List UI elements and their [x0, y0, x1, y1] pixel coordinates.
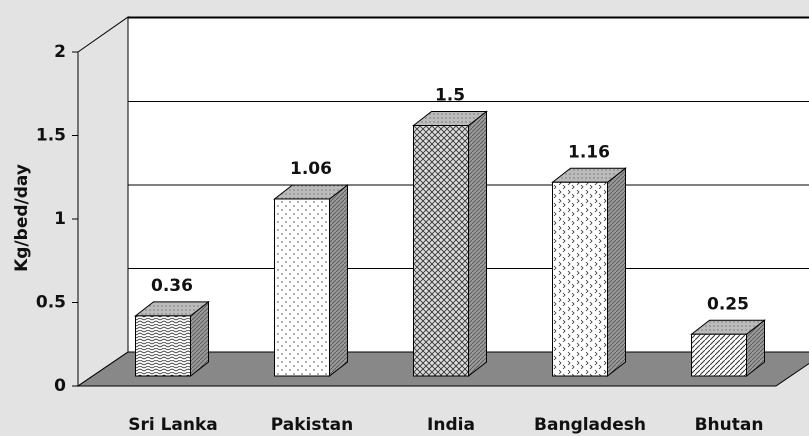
data-label: 0.36	[151, 276, 193, 296]
data-label: 1.06	[290, 159, 332, 179]
bar-front	[413, 125, 469, 377]
data-label: 1.16	[568, 142, 610, 162]
y-tick-label: 1	[54, 209, 66, 229]
bar-side	[329, 183, 348, 378]
bar-front	[552, 181, 608, 377]
bar	[551, 167, 627, 378]
y-tick-label: 0.5	[36, 293, 66, 313]
data-label: 0.25	[707, 294, 749, 314]
bar-front	[135, 315, 191, 377]
x-tick-label: India	[427, 415, 475, 435]
y-tick-label: 1.5	[36, 126, 66, 146]
bar-front	[691, 333, 747, 377]
y-tick-label: 0	[54, 376, 66, 396]
bar-front	[274, 198, 330, 377]
x-tick-label: Sri Lanka	[128, 415, 218, 435]
x-tick-label: Bangladesh	[534, 415, 646, 435]
bar-side	[607, 167, 626, 378]
bar	[134, 300, 210, 378]
bar	[690, 319, 766, 378]
bar-side	[468, 110, 487, 378]
y-axis-label: Kg/bed/day	[12, 164, 32, 272]
data-label: 1.5	[435, 86, 465, 106]
bar	[412, 110, 488, 378]
x-tick-label: Bhutan	[695, 415, 764, 435]
bar	[273, 183, 349, 378]
x-tick-label: Pakistan	[271, 415, 353, 435]
side-wall	[77, 16, 129, 387]
y-tick-label: 2	[54, 42, 66, 62]
